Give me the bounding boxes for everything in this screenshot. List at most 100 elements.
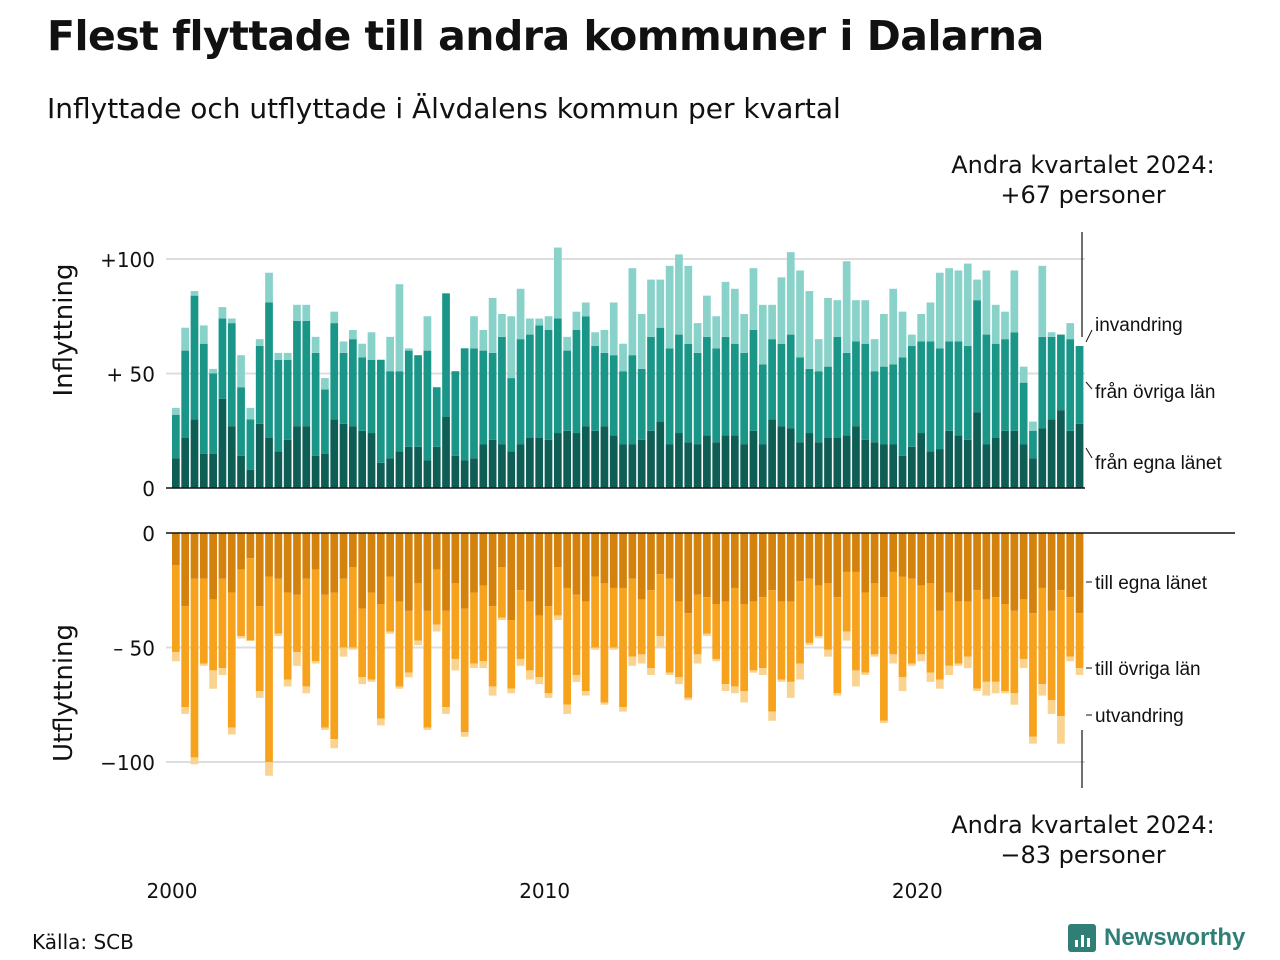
bar-utflyttning-s2-17 [330, 739, 339, 749]
bar-utflyttning-s0-5 [218, 533, 227, 579]
bar-inflyttning-s1-51 [647, 336, 655, 431]
bar-inflyttning-s2-8 [246, 407, 255, 420]
bar-utflyttning-s2-63 [758, 668, 767, 675]
bar-inflyttning-s2-71 [833, 300, 842, 337]
bar-inflyttning-s2-44 [581, 302, 590, 317]
bar-inflyttning-s2-10 [265, 272, 273, 303]
bar-inflyttning-s0-18 [339, 423, 348, 488]
bar-utflyttning-s1-8 [246, 558, 255, 641]
bar-inflyttning-s1-73 [852, 341, 860, 427]
bar-inflyttning-s1-71 [833, 336, 842, 438]
bar-utflyttning-s1-95 [1057, 590, 1065, 717]
bar-utflyttning-s0-19 [349, 533, 357, 568]
bar-inflyttning-s0-64 [768, 419, 776, 488]
bar-inflyttning-s0-55 [684, 442, 693, 488]
bar-utflyttning-s1-26 [414, 583, 422, 641]
chart-title: Flest flyttade till andra kommuner i Dal… [47, 12, 1044, 60]
bar-utflyttning-s0-28 [432, 533, 441, 570]
bar-utflyttning-s0-18 [339, 533, 348, 579]
bar-inflyttning-s0-27 [423, 460, 432, 488]
bar-inflyttning-s0-5 [218, 398, 227, 488]
bar-utflyttning-s1-67 [796, 581, 804, 664]
bar-inflyttning-s1-45 [591, 346, 599, 431]
bar-utflyttning-s0-66 [786, 533, 795, 602]
xtick-label-2: 2020 [892, 879, 943, 903]
bar-inflyttning-s0-59 [721, 435, 730, 488]
bar-utflyttning-s1-52 [656, 574, 665, 637]
bar-utflyttning-s2-60 [730, 686, 739, 694]
bar-utflyttning-s1-66 [786, 601, 795, 682]
bar-inflyttning-s2-48 [619, 343, 627, 372]
ytick-label-utflyttning-1: – 50 [113, 637, 155, 661]
series-label-2: från egna länet [1095, 453, 1222, 474]
bar-utflyttning-s2-70 [824, 649, 832, 657]
bar-inflyttning-s0-52 [656, 421, 665, 488]
annotation-top: Andra kvartalet 2024: +67 personer [913, 150, 1253, 210]
bar-utflyttning-s2-53 [665, 672, 674, 675]
bar-inflyttning-s2-20 [358, 343, 367, 358]
bar-utflyttning-s1-35 [498, 567, 506, 618]
bar-inflyttning-s0-67 [796, 442, 804, 488]
bar-utflyttning-s2-39 [535, 677, 544, 685]
bar-utflyttning-s1-73 [852, 571, 860, 671]
bar-inflyttning-s1-78 [898, 357, 907, 456]
bar-inflyttning-s1-38 [526, 334, 534, 438]
series-label-connector-1 [1085, 381, 1093, 390]
bar-utflyttning-s0-29 [442, 533, 450, 611]
bar-utflyttning-s1-7 [237, 569, 245, 637]
bar-utflyttning-s0-17 [330, 533, 339, 593]
bar-inflyttning-s0-79 [907, 446, 916, 488]
bar-inflyttning-s0-57 [703, 435, 711, 488]
bar-utflyttning-s0-43 [572, 533, 581, 595]
bar-utflyttning-s2-7 [237, 636, 245, 639]
ytick-label-inflyttning-1: + 50 [106, 363, 155, 387]
bar-inflyttning-s0-92 [1029, 458, 1037, 488]
bar-inflyttning-s2-25 [404, 348, 413, 351]
bar-inflyttning-s2-39 [535, 318, 544, 326]
bar-inflyttning-s1-97 [1075, 346, 1084, 424]
bar-inflyttning-s2-14 [302, 304, 311, 321]
bar-inflyttning-s2-93 [1038, 265, 1047, 337]
bar-inflyttning-s2-51 [647, 279, 655, 337]
bar-inflyttning-s1-40 [544, 329, 553, 440]
bar-inflyttning-s2-59 [721, 281, 730, 337]
bar-inflyttning-s0-1 [181, 437, 190, 488]
bar-utflyttning-s0-15 [311, 533, 320, 570]
bar-utflyttning-s1-14 [302, 578, 311, 687]
bar-utflyttning-s0-62 [749, 533, 758, 602]
bar-inflyttning-s2-96 [1066, 323, 1075, 340]
bar-inflyttning-s0-94 [1047, 419, 1056, 488]
bar-inflyttning-s0-70 [824, 437, 832, 488]
bar-utflyttning-s0-64 [768, 533, 776, 591]
bar-inflyttning-s2-83 [945, 268, 953, 342]
bar-inflyttning-s2-81 [926, 302, 935, 342]
bar-inflyttning-s0-45 [591, 430, 599, 488]
bar-inflyttning-s1-31 [460, 348, 469, 461]
bar-inflyttning-s1-90 [1010, 332, 1019, 431]
bar-inflyttning-s2-45 [591, 332, 599, 347]
bar-utflyttning-s2-84 [954, 663, 963, 666]
bar-inflyttning-s1-44 [581, 316, 590, 427]
bar-utflyttning-s2-3 [199, 663, 208, 666]
bar-inflyttning-s2-47 [609, 302, 618, 356]
bar-inflyttning-s2-80 [917, 313, 926, 342]
bar-utflyttning-s2-16 [321, 727, 329, 730]
bar-inflyttning-s2-0 [172, 407, 180, 415]
bar-utflyttning-s2-58 [712, 658, 721, 662]
bar-utflyttning-s1-12 [283, 592, 292, 680]
brand-logo: Newsworthy [1068, 924, 1245, 952]
bar-utflyttning-s2-93 [1038, 684, 1047, 696]
bar-utflyttning-s0-75 [870, 533, 879, 584]
bar-inflyttning-s1-80 [917, 341, 926, 434]
bar-utflyttning-s0-27 [423, 533, 432, 611]
series-label-connector-0 [1085, 329, 1093, 343]
bar-inflyttning-s1-49 [628, 355, 637, 445]
bar-utflyttning-s0-73 [852, 533, 860, 572]
bar-inflyttning-s1-87 [982, 334, 991, 445]
bar-inflyttning-s1-65 [777, 343, 786, 427]
bar-inflyttning-s2-7 [237, 355, 245, 388]
bar-utflyttning-s1-91 [1019, 599, 1028, 659]
bar-utflyttning-s0-30 [451, 533, 460, 584]
bar-inflyttning-s1-85 [963, 346, 972, 440]
series-label-4: till övriga län [1095, 659, 1201, 680]
